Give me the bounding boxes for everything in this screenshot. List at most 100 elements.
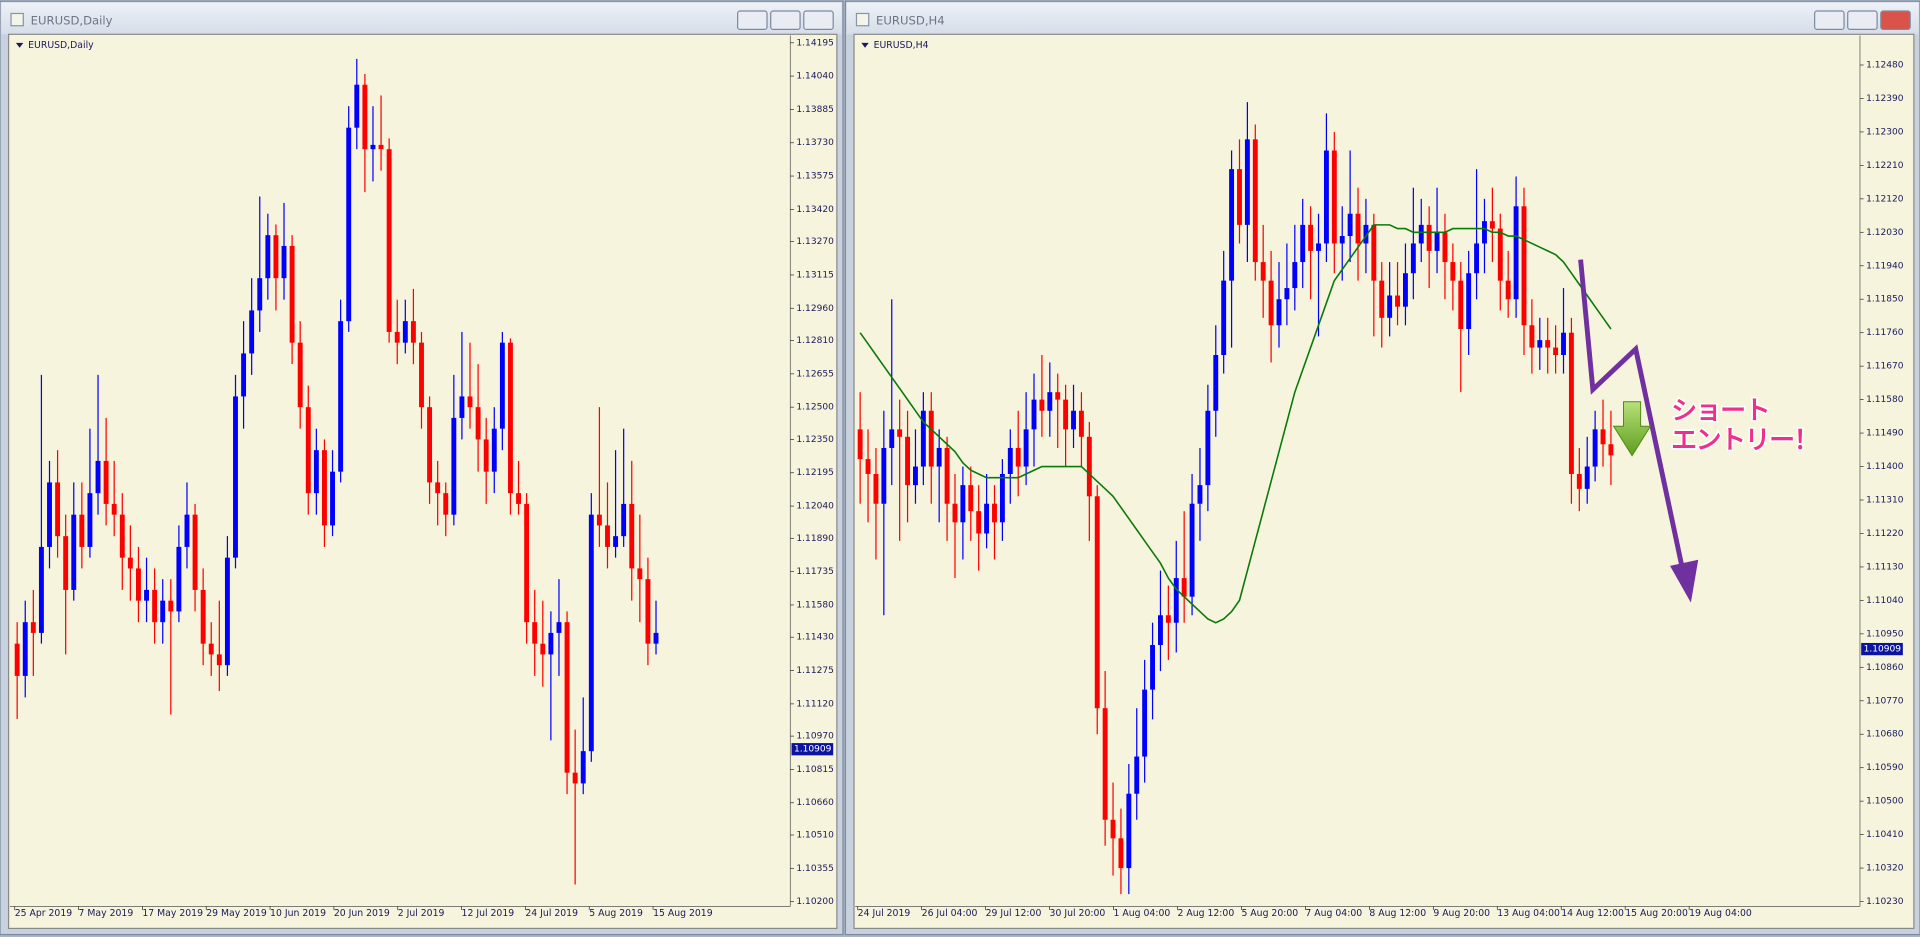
candle — [548, 611, 554, 741]
candle — [637, 514, 643, 623]
candle — [475, 364, 481, 472]
candle — [402, 299, 408, 354]
y-tick-label: 1.13885 — [796, 105, 833, 115]
candle-body — [1252, 139, 1258, 263]
candle-body — [1553, 347, 1559, 356]
candle — [216, 600, 222, 691]
candle — [1482, 198, 1487, 274]
y-tick-label: 1.12195 — [796, 468, 833, 478]
candle-body — [1584, 466, 1590, 489]
x-tick-label: 10 Jun 2019 — [270, 908, 326, 919]
candle-body — [1363, 224, 1369, 244]
candle — [1118, 808, 1124, 895]
restore-button[interactable] — [1847, 10, 1878, 31]
y-tick-label: 1.10590 — [1866, 763, 1904, 773]
candle — [30, 589, 36, 676]
candle — [200, 568, 206, 666]
candle — [984, 473, 990, 549]
candle — [936, 429, 942, 523]
x-tick-label: 24 Jul 2019 — [525, 908, 578, 919]
candle — [1039, 355, 1045, 437]
candle-body — [1489, 221, 1495, 229]
candle — [605, 482, 610, 569]
candle — [1497, 213, 1503, 311]
candle-body — [1086, 436, 1092, 497]
candle — [1355, 187, 1361, 281]
candle — [322, 439, 327, 547]
candle-body — [305, 407, 311, 494]
minimize-button[interactable] — [1814, 10, 1845, 31]
candle-body — [176, 546, 182, 612]
candle-body — [645, 579, 651, 644]
candle — [1458, 262, 1464, 393]
candle — [208, 622, 214, 676]
minimize-button[interactable] — [737, 10, 768, 31]
close-button[interactable] — [803, 10, 834, 31]
candle-body — [160, 600, 166, 623]
candle-body — [548, 632, 554, 655]
candle — [305, 385, 311, 515]
y-tick-label: 1.11400 — [1866, 462, 1904, 472]
candle-body — [435, 482, 441, 494]
restore-button[interactable] — [770, 10, 801, 31]
y-tick-label: 1.10970 — [796, 732, 834, 742]
candle — [1489, 187, 1495, 263]
candle — [14, 622, 20, 719]
candle-body — [208, 643, 214, 655]
candle — [865, 429, 871, 523]
candle — [160, 579, 166, 644]
candle — [1513, 176, 1519, 318]
candle-body — [1284, 288, 1290, 300]
y-tick-label: 1.10500 — [1866, 797, 1904, 807]
candle-body — [370, 144, 376, 150]
x-tick-label: 19 Aug 04:00 — [1689, 908, 1752, 919]
candle — [483, 417, 489, 504]
x-tick-label: 1 Aug 04:00 — [1114, 908, 1171, 919]
candle-body — [572, 772, 578, 784]
candle — [55, 450, 61, 558]
candle — [354, 58, 360, 150]
candle-body — [265, 235, 271, 279]
candle-body — [152, 589, 158, 623]
candle — [313, 428, 319, 515]
chart-label-arrow — [15, 42, 24, 48]
candle — [330, 450, 335, 537]
y-tick-label: 1.11310 — [1866, 496, 1904, 506]
candle-body — [499, 342, 505, 429]
window-icon — [855, 12, 870, 27]
candle-body — [1276, 299, 1282, 326]
y-tick-label: 1.12500 — [796, 403, 834, 413]
candle — [499, 331, 505, 451]
candle — [1071, 384, 1076, 448]
candle — [1442, 213, 1448, 300]
y-tick-label: 1.11220 — [1866, 529, 1904, 539]
candle-body — [881, 447, 887, 504]
candle-body — [22, 622, 28, 676]
candle-body — [1592, 429, 1598, 467]
candle — [184, 482, 190, 569]
candle — [588, 493, 594, 762]
x-tick-label: 30 Jul 20:00 — [1050, 908, 1106, 919]
y-tick-label: 1.10950 — [1866, 629, 1904, 639]
candle-body — [1094, 496, 1100, 709]
candle-body — [1015, 447, 1021, 467]
candle-body — [857, 429, 863, 460]
candle — [467, 342, 473, 429]
y-tick-label: 1.10230 — [1866, 897, 1904, 907]
candle-body — [1466, 273, 1472, 329]
candle — [192, 503, 198, 612]
y-tick-label: 1.12120 — [1866, 194, 1904, 204]
chart-label: EURUSD,H4 — [874, 40, 929, 51]
x-tick-label: 7 Aug 04:00 — [1305, 908, 1362, 919]
y-tick-label: 1.11580 — [1866, 395, 1904, 405]
close-button[interactable] — [1880, 10, 1911, 31]
y-tick-label: 1.10680 — [1866, 730, 1904, 740]
candle-body — [596, 514, 602, 526]
candle-body — [1063, 399, 1069, 430]
candle — [992, 485, 997, 560]
candle — [1561, 288, 1566, 374]
candle — [1505, 250, 1511, 318]
x-tick-label: 2 Aug 12:00 — [1177, 908, 1234, 919]
candle — [968, 466, 974, 541]
